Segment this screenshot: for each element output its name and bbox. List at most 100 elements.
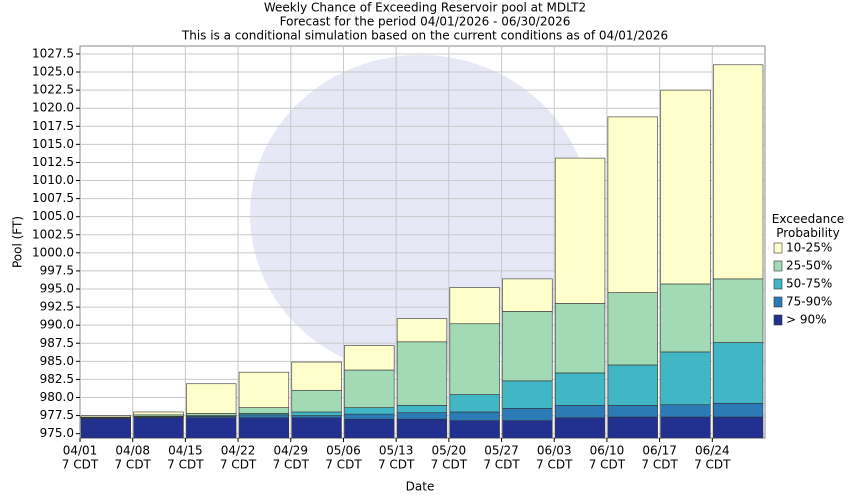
band-segment <box>344 407 395 415</box>
legend-label: > 90% <box>786 313 827 327</box>
x-tick-sublabel: 7 CDT <box>483 458 520 472</box>
x-tick-label: 06/10 <box>590 444 625 458</box>
legend-swatch <box>773 296 783 308</box>
band-segment <box>660 416 711 439</box>
legend-title: Exceedance Probability <box>771 212 845 240</box>
band-segment <box>660 89 711 285</box>
y-tick-label: 1005.0 <box>32 209 74 223</box>
band-segment <box>607 364 658 406</box>
legend-swatch <box>773 278 783 290</box>
band-segment <box>713 64 764 280</box>
x-tick-sublabel: 7 CDT <box>641 458 678 472</box>
chart-title: Weekly Chance of Exceeding Reservoir poo… <box>264 1 586 15</box>
band-segment <box>660 404 711 418</box>
x-tick-label: 06/17 <box>642 444 677 458</box>
y-tick-label: 997.5 <box>40 263 74 277</box>
x-tick-sublabel: 7 CDT <box>536 458 573 472</box>
y-tick-label: 975.0 <box>40 426 74 440</box>
y-tick-label: 980.0 <box>40 390 74 404</box>
band-segment <box>449 323 500 395</box>
band-segment <box>713 402 764 418</box>
band-segment <box>554 157 606 304</box>
chart-note: This is a conditional simulation based o… <box>181 29 668 43</box>
band-segment <box>607 116 658 293</box>
y-axis-label: Pool (FT) <box>11 216 25 268</box>
band-segment <box>186 417 237 439</box>
band-segment <box>554 405 606 419</box>
x-tick-sublabel: 7 CDT <box>62 458 99 472</box>
band-segment <box>291 361 342 391</box>
band-segment <box>554 417 606 439</box>
band-segment <box>449 420 500 439</box>
x-tick-sublabel: 7 CDT <box>694 458 731 472</box>
band-segment <box>344 369 395 408</box>
y-tick-label: 1015.0 <box>32 137 74 151</box>
band-segment <box>291 417 342 439</box>
band-segment <box>238 371 290 408</box>
y-tick-label: 1010.0 <box>32 173 74 187</box>
band-segment <box>554 303 606 374</box>
band-segment <box>396 341 448 406</box>
band-segment <box>660 351 711 406</box>
y-tick-label: 1012.5 <box>32 155 74 169</box>
x-tick-label: 05/06 <box>326 444 361 458</box>
x-tick-label: 05/27 <box>484 444 519 458</box>
chart-subtitle: Forecast for the period 04/01/2026 - 06/… <box>280 15 571 29</box>
x-tick-sublabel: 7 CDT <box>114 458 151 472</box>
y-tick-label: 982.5 <box>40 372 74 386</box>
legend-label: 10-25% <box>786 241 832 255</box>
x-tick-label: 06/24 <box>695 444 730 458</box>
band-segment <box>133 411 184 416</box>
band-segment <box>449 411 500 421</box>
x-tick-sublabel: 7 CDT <box>589 458 626 472</box>
y-tick-label: 985.0 <box>40 354 74 368</box>
band-segment <box>713 342 764 404</box>
band-segment <box>80 418 131 439</box>
band-segment <box>291 415 342 419</box>
legend-swatch <box>773 242 783 254</box>
band-segment <box>502 380 553 409</box>
x-tick-label: 06/03 <box>537 444 572 458</box>
band-segment <box>80 415 131 418</box>
band-segment <box>554 372 606 406</box>
band-segment <box>449 287 500 325</box>
y-tick-label: 1025.0 <box>32 65 74 79</box>
legend-label: 25-50% <box>786 259 832 273</box>
x-tick-sublabel: 7 CDT <box>273 458 310 472</box>
band-segment <box>291 411 342 416</box>
x-tick-label: 04/15 <box>168 444 203 458</box>
band-segment <box>607 405 658 418</box>
legend-label: 75-90% <box>786 295 832 309</box>
band-segment <box>502 420 553 439</box>
legend-swatch <box>773 260 783 272</box>
x-tick-label: 05/13 <box>379 444 414 458</box>
y-tick-label: 987.5 <box>40 336 74 350</box>
band-segment <box>502 408 553 421</box>
legend-label: 50-75% <box>786 277 832 291</box>
y-tick-label: 992.5 <box>40 300 74 314</box>
band-segment <box>396 418 448 439</box>
band-segment <box>344 413 395 420</box>
y-tick-label: 1017.5 <box>32 119 74 133</box>
y-tick-label: 1027.5 <box>32 46 74 60</box>
band-segment <box>344 418 395 439</box>
x-tick-label: 04/29 <box>273 444 308 458</box>
y-tick-label: 1022.5 <box>32 83 74 97</box>
y-tick-label: 990.0 <box>40 318 74 332</box>
x-tick-sublabel: 7 CDT <box>325 458 362 472</box>
x-tick-sublabel: 7 CDT <box>431 458 468 472</box>
band-segment <box>396 405 448 413</box>
band-segment <box>186 413 237 416</box>
band-segment <box>396 318 448 343</box>
band-segment <box>607 292 658 366</box>
x-tick-sublabel: 7 CDT <box>167 458 204 472</box>
band-segment <box>713 416 764 439</box>
band-segment <box>238 417 290 439</box>
band-segment <box>396 412 448 420</box>
band-segment <box>449 394 500 413</box>
y-tick-label: 1002.5 <box>32 227 74 241</box>
y-tick-label: 977.5 <box>40 408 74 422</box>
band-segment <box>660 283 711 353</box>
